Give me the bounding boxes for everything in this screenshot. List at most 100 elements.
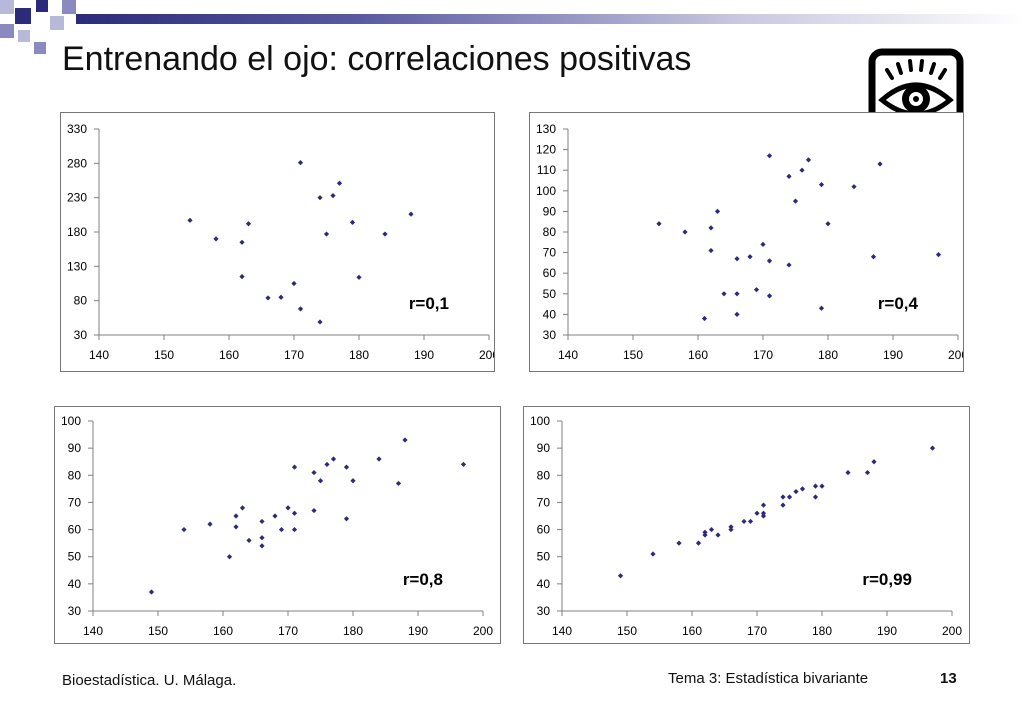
data-point — [650, 551, 656, 557]
data-point — [226, 554, 233, 560]
chart-svg: 140 150 160 170 180 190 200 30 40 50 60 70 80 90 100 r=… — [530, 414, 962, 638]
data-point — [877, 161, 883, 167]
data-point — [349, 219, 356, 225]
x-tick-label: 190 — [408, 624, 428, 638]
header-square-4 — [0, 24, 14, 38]
chart-svg: 140 150 160 170 180 190 200 30 40 50 60 70 80 90 100 r=… — [61, 414, 493, 638]
x-tick-label: 190 — [414, 348, 434, 362]
data-point — [181, 526, 187, 533]
data-point — [929, 445, 936, 451]
data-point — [812, 483, 819, 489]
data-point — [708, 247, 714, 254]
data-point — [754, 510, 760, 516]
y-tick-label: 130 — [536, 122, 556, 136]
data-point — [356, 274, 362, 280]
data-point — [760, 513, 767, 519]
data-point — [792, 198, 799, 204]
y-tick-label: 330 — [67, 122, 87, 136]
data-point — [702, 532, 708, 538]
data-point — [278, 294, 284, 300]
data-point — [291, 464, 298, 470]
x-tick-label: 150 — [154, 348, 174, 362]
data-point — [336, 180, 343, 186]
data-point — [343, 516, 350, 522]
data-point — [259, 543, 265, 549]
data-point — [805, 157, 812, 163]
data-point — [656, 221, 662, 227]
header-square-5 — [18, 30, 30, 42]
y-tick-label: 70 — [543, 246, 557, 260]
data-point — [278, 526, 285, 533]
y-tick-label: 50 — [537, 550, 551, 564]
data-point — [818, 182, 825, 188]
data-point — [285, 505, 291, 511]
y-tick-label: 50 — [68, 550, 82, 564]
y-tick-label: 90 — [537, 441, 551, 455]
y-tick-label: 60 — [68, 523, 82, 537]
header-square-8 — [62, 0, 76, 14]
scatter-chart-r01: 140 150 160 170 180 190 200 30 80 130 180 230 280 330… — [60, 112, 495, 372]
data-point — [825, 221, 831, 227]
data-point — [682, 229, 688, 235]
x-tick-label: 200 — [479, 348, 494, 362]
y-tick-label: 230 — [67, 191, 87, 205]
x-tick-label: 180 — [343, 624, 363, 638]
x-tick-label: 140 — [89, 348, 109, 362]
data-point — [265, 295, 271, 301]
data-point — [747, 518, 754, 525]
data-point — [818, 305, 825, 311]
data-point — [799, 167, 805, 173]
data-point — [728, 526, 734, 533]
x-tick-label: 190 — [883, 348, 903, 362]
data-point — [786, 494, 793, 500]
data-point — [207, 521, 213, 527]
data-point — [819, 483, 825, 489]
y-tick-label: 80 — [68, 468, 82, 482]
data-point — [239, 274, 245, 280]
x-tick-label: 200 — [948, 348, 963, 362]
x-tick-label: 190 — [877, 624, 897, 638]
data-point — [311, 469, 317, 476]
header-square-1 — [0, 0, 14, 14]
y-tick-label: 30 — [74, 328, 88, 342]
data-point — [793, 488, 799, 495]
data-point — [702, 529, 708, 535]
x-tick-label: 180 — [818, 348, 838, 362]
y-tick-label: 30 — [543, 328, 557, 342]
data-point — [323, 231, 330, 237]
data-point — [786, 262, 792, 268]
data-point — [845, 469, 851, 476]
data-point — [382, 231, 388, 237]
data-point — [766, 258, 773, 264]
data-point — [747, 254, 753, 260]
data-point — [812, 494, 819, 500]
header-square-3 — [36, 0, 48, 12]
x-tick-label: 170 — [284, 348, 304, 362]
x-tick-label: 140 — [558, 348, 578, 362]
data-point — [297, 160, 304, 166]
data-point — [760, 241, 766, 247]
y-tick-label: 30 — [537, 604, 551, 618]
y-tick-label: 120 — [536, 143, 556, 157]
data-point — [708, 225, 714, 231]
x-tick-label: 170 — [753, 348, 773, 362]
data-point — [324, 461, 330, 468]
chart-svg: 140 150 160 170 180 190 200 30 40 50 60 70 80 90 100 11… — [536, 122, 963, 362]
y-tick-label: 90 — [68, 441, 82, 455]
data-point — [317, 478, 324, 484]
x-tick-label: 150 — [148, 624, 168, 638]
data-point — [760, 502, 767, 508]
y-tick-label: 40 — [537, 577, 551, 591]
data-point — [343, 464, 350, 470]
y-tick-label: 60 — [543, 266, 557, 280]
y-tick-label: 70 — [537, 495, 551, 509]
scatter-chart-r04: 140 150 160 170 180 190 200 30 40 50 60 70 80 90 100 11… — [529, 112, 964, 372]
x-tick-label: 160 — [688, 348, 708, 362]
x-tick-label: 160 — [682, 624, 702, 638]
data-point — [259, 518, 265, 525]
data-point — [786, 173, 792, 179]
data-point — [291, 510, 298, 516]
y-tick-label: 110 — [537, 163, 556, 177]
correlation-label: r=0,8 — [403, 570, 443, 589]
data-point — [871, 459, 877, 465]
